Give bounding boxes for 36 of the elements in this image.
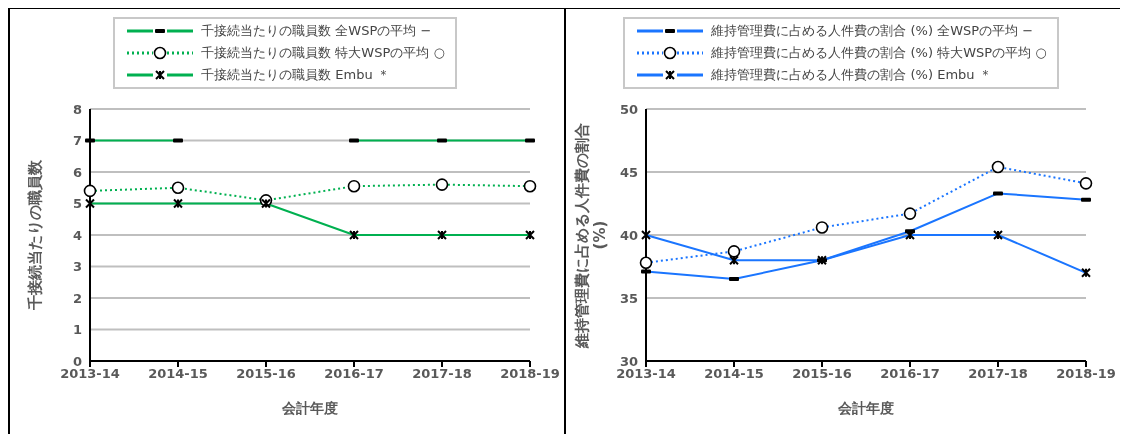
x-tick-label: 2017-18 — [968, 366, 1028, 382]
x-tick-label: 2017-18 — [412, 366, 472, 382]
y-tick-label: 0 — [72, 353, 82, 369]
y-tick-label: 50 — [619, 101, 638, 117]
y-tick-label: 1 — [72, 322, 82, 338]
y-tick-label: 4 — [72, 227, 82, 243]
x-tick-label: 2014-15 — [148, 366, 208, 382]
x-tick-label: 2015-16 — [792, 366, 852, 382]
x-tick-label: 2013-14 — [60, 366, 120, 382]
y-tick-label: 3 — [72, 259, 82, 275]
legend-label: 千接続当たりの職員数 全WSPの平均 − — [201, 22, 432, 40]
x-tick-label: 2015-16 — [236, 366, 296, 382]
x-tick-label: 2016-17 — [880, 366, 940, 382]
y-tick-label: 7 — [72, 133, 82, 149]
y-axis-title: 千接続当たりの職員数 — [26, 159, 44, 311]
x-tick-label: 2016-17 — [324, 366, 384, 382]
x-tick-label: 2014-15 — [704, 366, 764, 382]
y-tick-label: 6 — [72, 164, 82, 180]
y-tick-label: 5 — [72, 196, 82, 212]
y-tick-label: 35 — [619, 290, 638, 306]
y-tick-label: 45 — [619, 164, 638, 180]
legend-label: 維持管理費に占める人件費の割合 (%) 特大WSPの平均 ○ — [711, 44, 1047, 62]
x-tick-label: 2018-19 — [1056, 366, 1116, 382]
y-axis-title: 維持管理費に占める人件費の割合 (%) — [573, 122, 609, 349]
y-tick-label: 40 — [619, 227, 638, 243]
legend-label: 維持管理費に占める人件費の割合 (%) 全WSPの平均 − — [711, 22, 1034, 40]
legend-label: 千接続当たりの職員数 Embu ＊ — [201, 66, 390, 84]
x-tick-label: 2018-19 — [500, 366, 560, 382]
y-tick-label: 2 — [72, 290, 82, 306]
x-axis-title: 会計年度 — [837, 400, 894, 416]
y-tick-label: 30 — [619, 353, 638, 369]
legend-label: 千接続当たりの職員数 特大WSPの平均 ○ — [201, 44, 445, 62]
y-tick-label: 8 — [72, 101, 82, 117]
legend-label: 維持管理費に占める人件費の割合 (%) Embu ＊ — [711, 66, 992, 84]
x-tick-label: 2013-14 — [616, 366, 676, 382]
x-axis-title: 会計年度 — [281, 400, 338, 416]
